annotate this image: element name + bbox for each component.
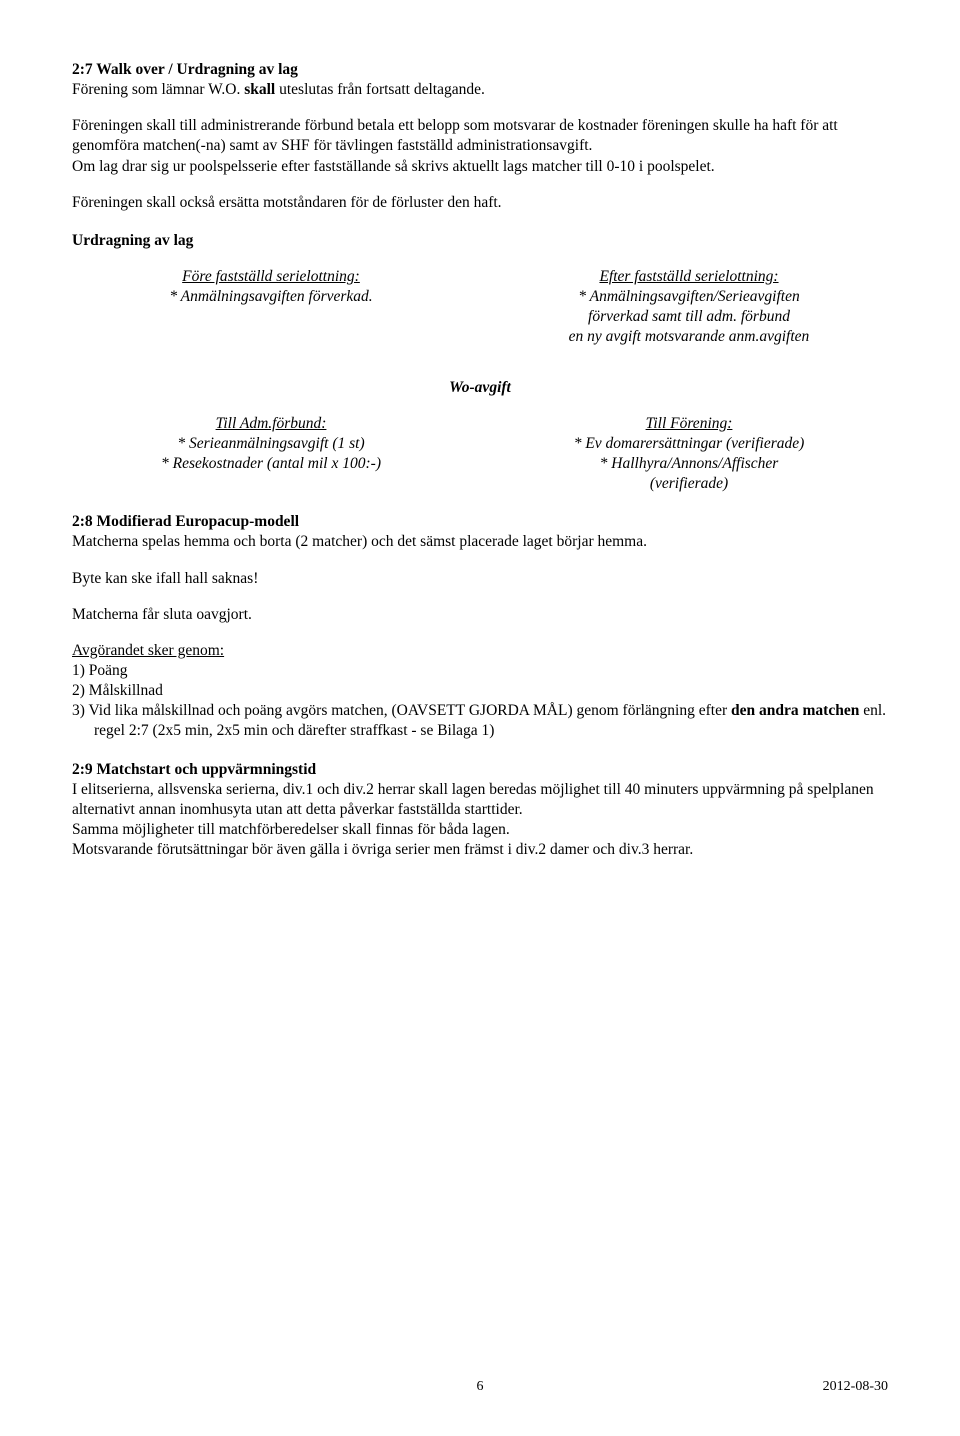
section-2-9-heading: 2:9 Matchstart och uppvärmningstid [72, 760, 888, 780]
section-2-7-title: Walk over / Urdragning av lag [93, 61, 298, 78]
wo-title: Wo-avgift [72, 378, 888, 398]
urdragning-right-header: Efter fastställd serielottning: [490, 267, 888, 287]
wo-right-col: Till Förening: * Ev domarersättningar (v… [490, 414, 888, 495]
page-footer: 6 2012-08-30 [0, 1378, 960, 1396]
wo-right-header: Till Förening: [490, 414, 888, 434]
s27-line1-c: uteslutas från fortsatt deltagande. [275, 81, 485, 98]
s29-para3: Motsvarande förutsättningar bör även gäl… [72, 840, 888, 860]
s28-li3: 3) Vid lika målskillnad och poäng avgörs… [72, 701, 888, 741]
page-number: 6 [477, 1379, 484, 1394]
wo-left-col: Till Adm.förbund: * Serieanmälningsavgif… [72, 414, 470, 495]
wo-right-line3: (verifierade) [490, 474, 888, 494]
s27-para3: Om lag drar sig ur poolspelsserie efter … [72, 157, 888, 177]
s29-para2: Samma möjligheter till matchförberedelse… [72, 820, 888, 840]
s27-line1-b: skall [244, 81, 275, 98]
section-2-7-line1: Förening som lämnar W.O. skall uteslutas… [72, 80, 888, 100]
urdragning-title: Urdragning av lag [72, 231, 888, 251]
s28-li3-b: den andra matchen [731, 702, 859, 719]
wo-left-line2: * Resekostnader (antal mil x 100:-) [72, 454, 470, 474]
s27-para2: Föreningen skall till administrerande fö… [72, 116, 888, 156]
s27-para4: Föreningen skall också ersätta motstånda… [72, 193, 888, 213]
s28-list-header: Avgörandet sker genom: [72, 641, 888, 661]
s27-line1-a: Förening som lämnar W.O. [72, 81, 244, 98]
s28-li2: 2) Målskillnad [72, 681, 888, 701]
wo-left-header: Till Adm.förbund: [72, 414, 470, 434]
footer-date: 2012-08-30 [823, 1378, 888, 1396]
s28-para3: Matcherna får sluta oavgjort. [72, 605, 888, 625]
urdragning-right-line1: * Anmälningsavgiften/Serieavgiften [490, 287, 888, 307]
wo-right-line2: * Hallhyra/Annons/Affischer [490, 454, 888, 474]
wo-columns: Till Adm.förbund: * Serieanmälningsavgif… [72, 414, 888, 495]
urdragning-columns: Före fastställd serielottning: * Anmälni… [72, 267, 888, 348]
urdragning-left-header: Före fastställd serielottning: [72, 267, 470, 287]
urdragning-left-col: Före fastställd serielottning: * Anmälni… [72, 267, 470, 348]
s29-para1: I elitserierna, allsvenska serierna, div… [72, 780, 888, 820]
section-2-8-heading: 2:8 Modifierad Europacup-modell [72, 512, 888, 532]
section-2-7-heading: 2:7 Walk over / Urdragning av lag [72, 60, 888, 80]
s28-li1: 1) Poäng [72, 661, 888, 681]
s28-para1: Matcherna spelas hemma och borta (2 matc… [72, 532, 888, 552]
urdragning-right-line3: en ny avgift motsvarande anm.avgiften [490, 327, 888, 347]
urdragning-left-line: * Anmälningsavgiften förverkad. [72, 287, 470, 307]
wo-right-line1: * Ev domarersättningar (verifierade) [490, 434, 888, 454]
wo-left-line1: * Serieanmälningsavgift (1 st) [72, 434, 470, 454]
urdragning-right-col: Efter fastställd serielottning: * Anmäln… [490, 267, 888, 348]
s28-para2: Byte kan ske ifall hall saknas! [72, 569, 888, 589]
urdragning-right-line2: förverkad samt till adm. förbund [490, 307, 888, 327]
s28-li3-a: 3) Vid lika målskillnad och poäng avgörs… [72, 702, 731, 719]
section-2-7-number: 2:7 [72, 61, 93, 78]
